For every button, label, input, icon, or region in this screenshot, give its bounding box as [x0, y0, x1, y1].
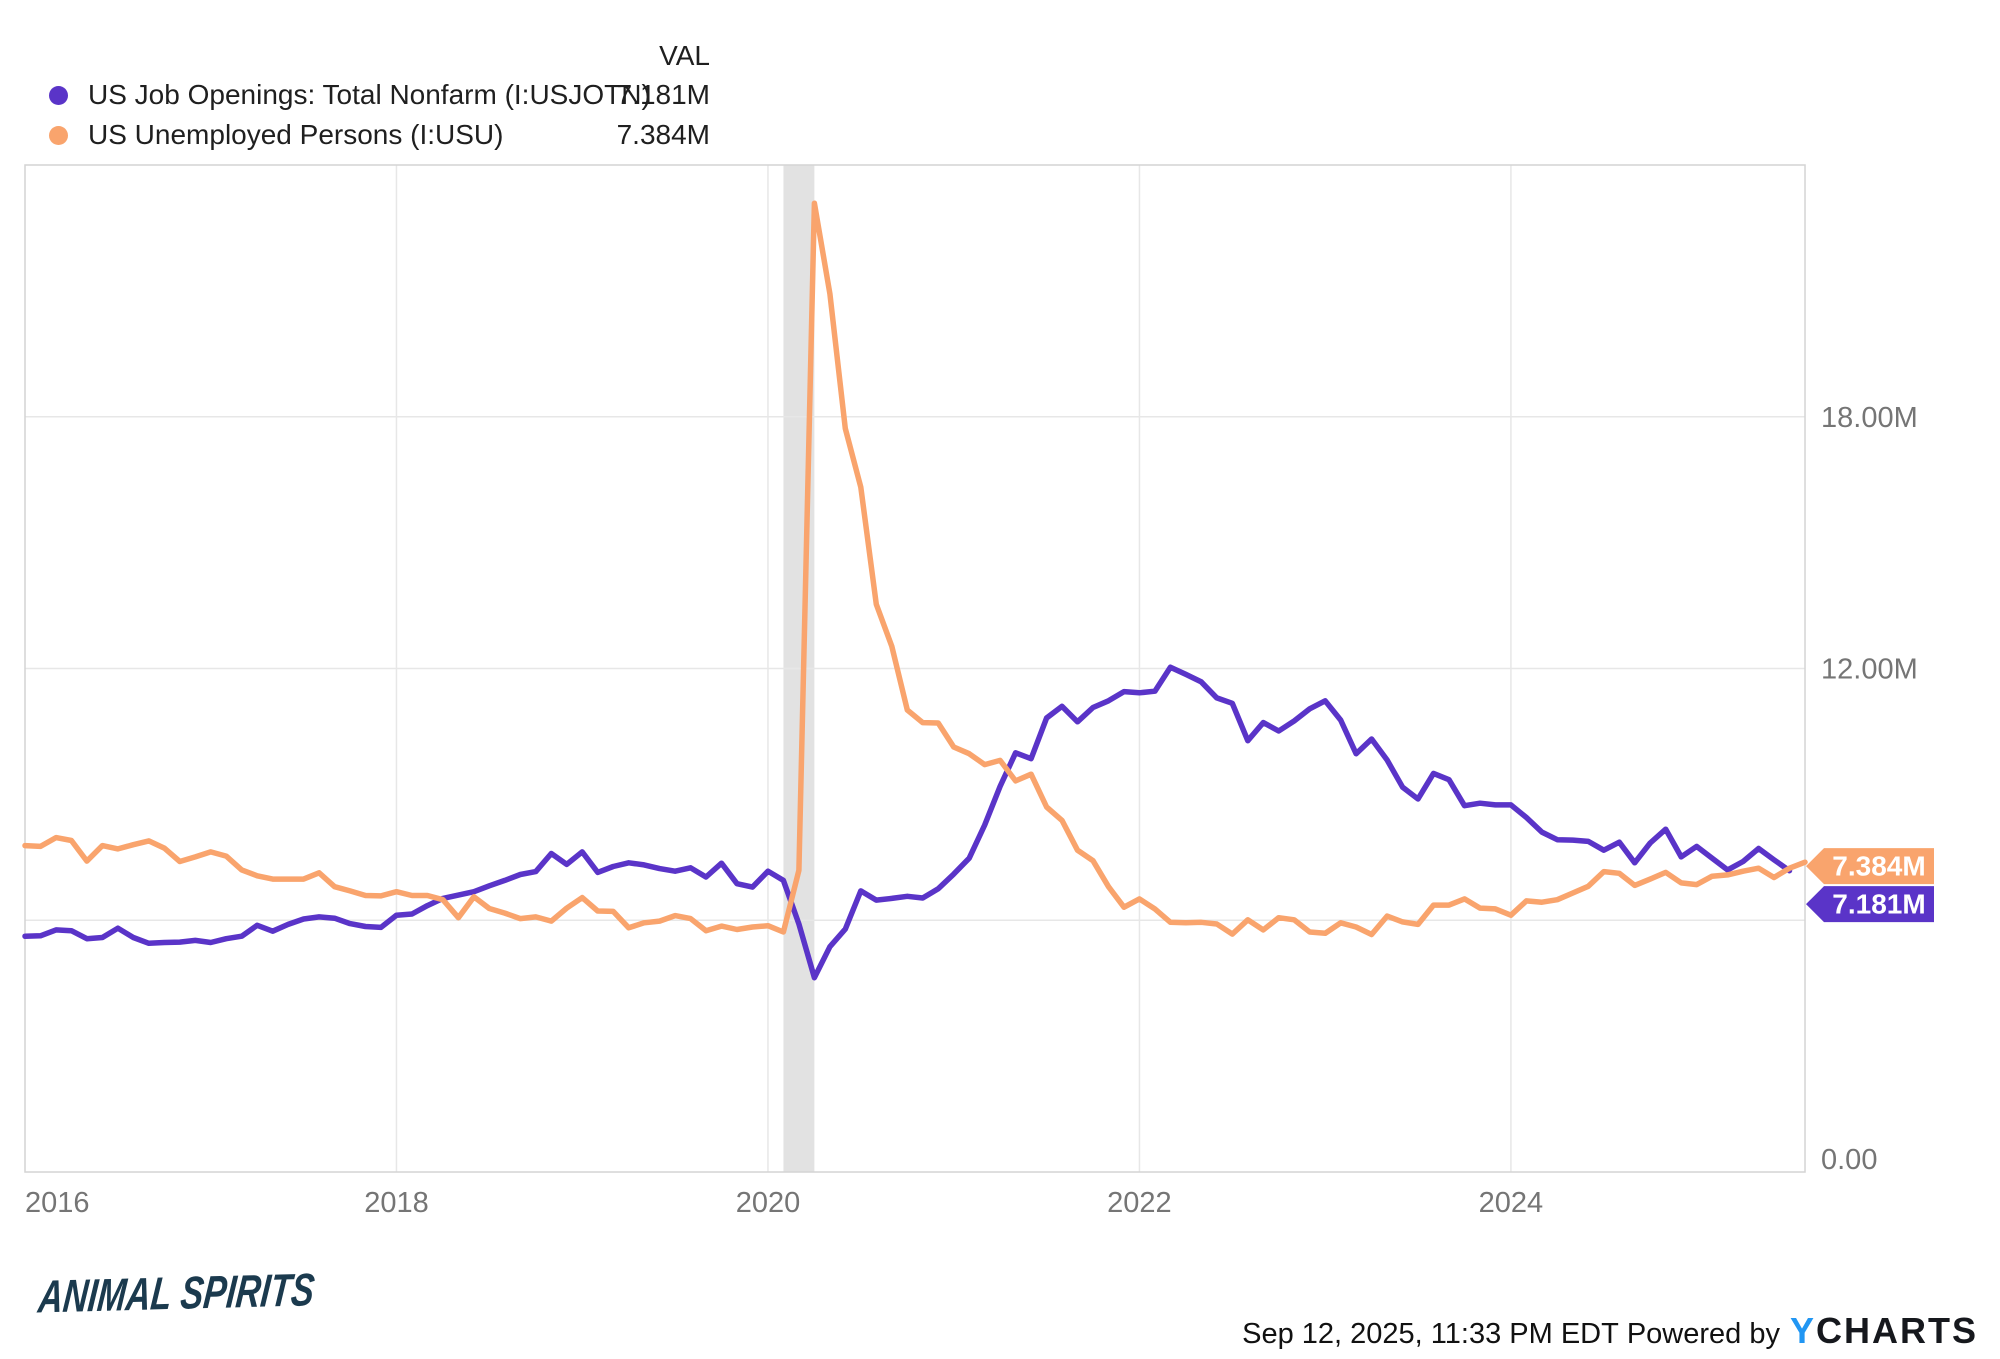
job-openings-dot-icon — [49, 86, 68, 105]
plot-border — [24, 164, 1806, 1173]
unemployed-line — [22, 200, 1808, 938]
x-axis-label: 2016 — [25, 1187, 90, 1219]
y-axis-label: 12.00M — [1821, 654, 1918, 686]
footer-attribution: Sep 12, 2025, 11:33 PM EDT Powered by YC… — [1242, 1310, 1978, 1352]
unemployed-label: US Unemployed Persons (I:USU) — [88, 119, 504, 150]
job-openings-label: US Job Openings: Total Nonfarm (I:USJOTN… — [88, 79, 651, 110]
legend: VAL US Job Openings: Total Nonfarm (I:US… — [0, 0, 760, 160]
job-openings-value-tag — [1806, 886, 1934, 923]
legend-val-header: VAL — [659, 40, 710, 71]
unemployed-value-tag-text: 7.384M — [1832, 851, 1925, 882]
ycharts-logo[interactable]: YCHARTS — [1790, 1310, 1978, 1352]
unemployed-value: 7.384M — [616, 119, 710, 150]
y-axis-label: 0.00 — [1821, 1144, 1877, 1176]
job-openings-line — [22, 664, 1793, 981]
x-axis-label: 2018 — [364, 1187, 429, 1219]
powered-by-text: Powered by — [1626, 1318, 1780, 1350]
legend-row-unemployed: US Unemployed Persons (I:USU) 7.384M — [0, 118, 760, 152]
timestamp: Sep 12, 2025, 11:33 PM EDT — [1242, 1318, 1619, 1350]
animal-spirits-logo: ANIMAL SPIRITS — [36, 1263, 317, 1323]
ycharts-y-icon: Y — [1789, 1310, 1816, 1351]
y-axis-label: 18.00M — [1821, 402, 1918, 434]
legend-row-job-openings: US Job Openings: Total Nonfarm (I:USJOTN… — [0, 78, 760, 112]
x-axis-label: 2022 — [1107, 1187, 1172, 1219]
x-axis-label: 2020 — [736, 1187, 801, 1219]
x-axis-label: 2024 — [1479, 1187, 1544, 1219]
unemployed-value-tag — [1806, 848, 1934, 885]
job-openings-value-tag-text: 7.181M — [1832, 889, 1925, 920]
ycharts-wordmark: CHARTS — [1816, 1310, 1978, 1351]
unemployed-dot-icon — [49, 126, 68, 145]
job-openings-value: 7.181M — [616, 79, 710, 110]
